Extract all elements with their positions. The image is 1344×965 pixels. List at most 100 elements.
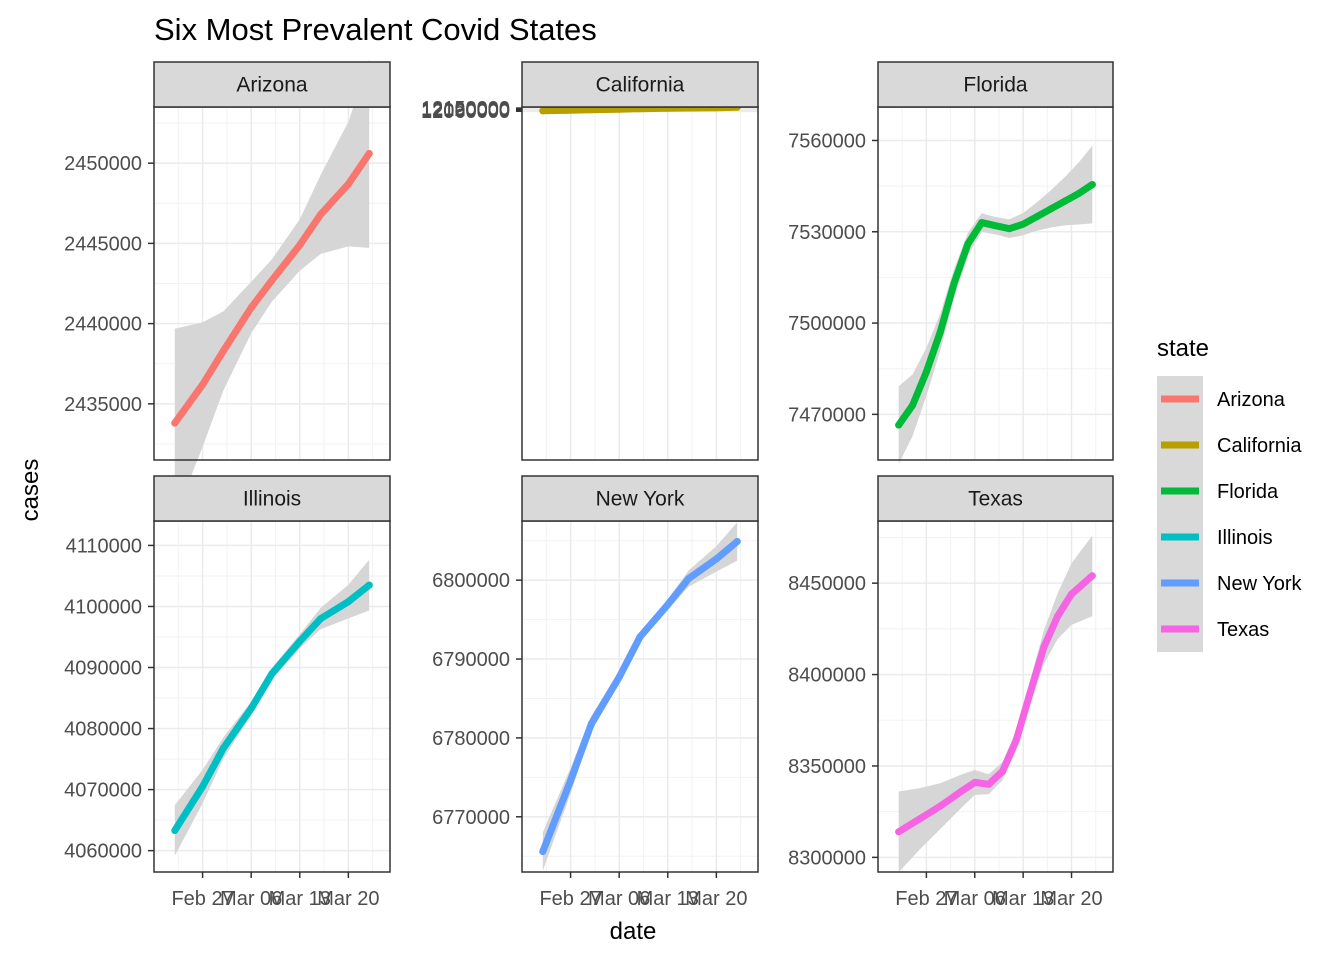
data-point [1012, 736, 1020, 744]
data-point [936, 802, 944, 810]
data-point [1040, 643, 1048, 651]
data-point [1074, 190, 1082, 198]
data-point [247, 704, 255, 712]
y-tick-label: 2445000 [64, 233, 142, 255]
confidence-band [898, 145, 1093, 464]
y-tick-label: 4110000 [66, 535, 142, 557]
legend-label: Texas [1217, 619, 1269, 641]
y-tick-label: 4090000 [64, 658, 142, 680]
y-tick-label: 4070000 [64, 780, 142, 802]
y-tick-label: 6770000 [432, 807, 510, 829]
legend-label: New York [1217, 573, 1302, 595]
y-tick-label: 2450000 [64, 153, 142, 175]
legend: Arizona California Florida Illinois New York… [1157, 376, 1302, 652]
x-tick-label: Mar 13 [637, 888, 699, 910]
data-point [539, 107, 547, 115]
data-point [1054, 612, 1062, 620]
data-point [992, 222, 999, 230]
data-point [296, 637, 304, 645]
data-point [199, 783, 207, 790]
data-point [636, 633, 644, 641]
data-point [171, 827, 179, 834]
panel-arizona: Arizona 2435000 2440000 2445000 2450000 [64, 59, 391, 518]
y-tick-label: 7530000 [788, 222, 866, 244]
data-point [1088, 181, 1096, 189]
data-point [247, 304, 255, 312]
data-point [998, 768, 1006, 775]
data-point [1047, 205, 1055, 213]
data-point [1068, 590, 1075, 598]
y-tick-label: 8300000 [788, 847, 866, 869]
data-point [219, 347, 227, 355]
data-point [664, 601, 672, 609]
legend-label: Arizona [1217, 389, 1286, 411]
data-point [1088, 572, 1096, 580]
y-tick-label: 7560000 [788, 130, 866, 152]
panel-illinois: Illinois 4060000 4070000 4080000 4090000 4100… [64, 475, 391, 910]
y-tick-label: 7500000 [788, 313, 866, 335]
y-tick-label: 2440000 [64, 314, 142, 336]
facet-strip [877, 475, 1114, 522]
data-point [615, 673, 623, 681]
data-point [587, 106, 595, 114]
y-tick-label: 6790000 [432, 649, 510, 671]
x-tick-label: Mar 20 [1040, 888, 1102, 910]
data-point [895, 421, 903, 429]
y-tick-label: 12120000 [421, 99, 510, 121]
data-point [936, 328, 944, 336]
facet-strip [521, 475, 759, 522]
y-tick-label: 7470000 [788, 404, 866, 426]
data-point [567, 106, 575, 114]
x-tick-label: Mar 13 [992, 888, 1054, 910]
data-point [268, 670, 276, 678]
x-tick-label: Feb 27 [171, 888, 233, 910]
facet-strip-label: Arizona [236, 74, 308, 97]
facet-strip [153, 61, 391, 108]
y-tick-label: 4080000 [64, 719, 142, 741]
data-point [1026, 689, 1034, 697]
panel-florida: Florida 7470000 7500000 7530000 7560000 [788, 61, 1114, 464]
data-point [964, 240, 972, 248]
x-tick-label: Feb 27 [539, 888, 601, 910]
data-point [685, 575, 693, 583]
data-point [567, 777, 575, 784]
confidence-band [174, 59, 370, 518]
data-point [219, 744, 227, 752]
y-tick-label: 8350000 [788, 756, 866, 778]
x-tick-label: Mar 06 [588, 888, 650, 910]
confidence-band [174, 559, 370, 856]
data-point [344, 180, 352, 188]
data-point [587, 720, 595, 728]
legend-label: Florida [1217, 481, 1279, 503]
data-point [296, 241, 304, 249]
data-point [1005, 225, 1013, 233]
y-tick-label: 4100000 [64, 596, 142, 618]
facet-strip [521, 61, 759, 108]
legend-label: Illinois [1217, 527, 1273, 549]
data-point [971, 778, 979, 786]
data-point [733, 538, 741, 545]
x-tick-label: Mar 06 [220, 888, 282, 910]
panel-background [522, 107, 758, 460]
data-point [199, 381, 207, 389]
data-point [1061, 197, 1069, 205]
legend-label: California [1217, 435, 1302, 457]
data-point [1033, 213, 1041, 221]
x-tick-label: Mar 20 [685, 888, 747, 910]
data-point [985, 780, 993, 788]
chart-title: Six Most Prevalent Covid States [154, 12, 597, 47]
data-point [922, 368, 930, 376]
y-tick-label: 12090000 [421, 100, 510, 122]
data-point [365, 150, 373, 157]
facet-strip-label: New York [596, 488, 685, 511]
data-point [171, 419, 179, 427]
y-tick-label: 12060000 [421, 101, 510, 123]
x-tick-label: Mar 20 [317, 888, 379, 910]
data-point [712, 555, 720, 563]
data-point [317, 615, 325, 623]
x-axis-title: date [610, 918, 657, 945]
facet-strip [153, 475, 391, 522]
